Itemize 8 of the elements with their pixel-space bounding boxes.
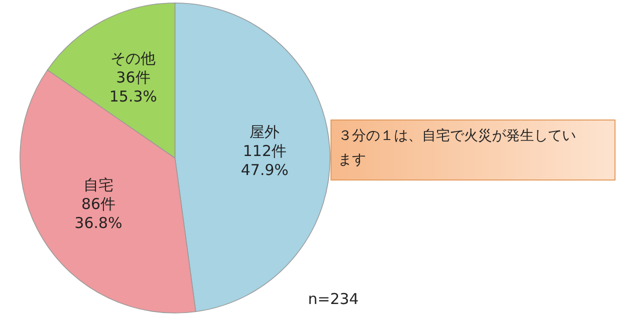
data-label: 86件 36.8% [74, 195, 122, 232]
text: n=234 [308, 290, 359, 308]
data-label: 112件 47.9% [240, 142, 289, 180]
data-label: 36件 15.3% [109, 68, 158, 106]
slice-label: その他 [110, 49, 156, 68]
slice-label: 自宅 [83, 176, 114, 194]
slice-label: 屋外 [250, 123, 280, 142]
text: ３分の１は、自宅で火災が発生しています [338, 127, 577, 170]
